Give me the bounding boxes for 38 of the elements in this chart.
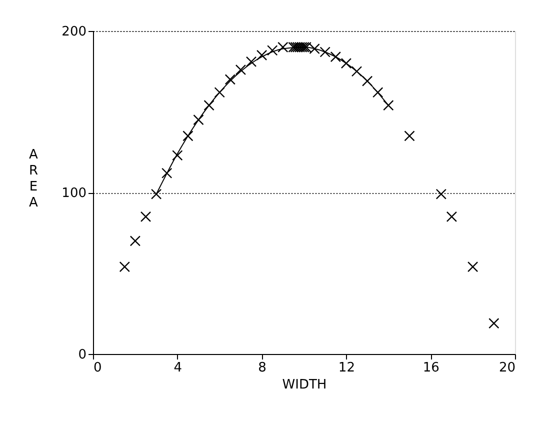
point xyxy=(340,58,352,69)
point xyxy=(404,130,415,142)
point xyxy=(467,261,478,272)
y-axis-title: AREA xyxy=(28,148,38,210)
point xyxy=(130,236,141,246)
y-tick-label: 0 xyxy=(78,348,86,362)
point xyxy=(140,211,152,222)
point xyxy=(235,64,246,76)
point xyxy=(172,150,183,161)
point xyxy=(436,188,446,200)
y-tick-label: 100 xyxy=(62,186,86,201)
y-tick-label: 200 xyxy=(62,24,86,40)
x-axis-title: WIDTH xyxy=(282,378,327,392)
point xyxy=(320,46,330,58)
point xyxy=(246,56,257,68)
point xyxy=(351,66,362,77)
x-tick-label: 0 xyxy=(94,360,102,376)
x-tick-label: 8 xyxy=(258,360,266,376)
point xyxy=(182,130,194,142)
x-tick-label: 16 xyxy=(422,360,440,376)
point xyxy=(214,87,225,98)
point xyxy=(362,76,373,86)
point xyxy=(162,168,172,178)
point xyxy=(150,188,162,200)
x-tick-label: 12 xyxy=(338,360,355,376)
point xyxy=(446,211,458,222)
point xyxy=(330,51,341,62)
point xyxy=(193,114,204,126)
point xyxy=(256,50,268,61)
x-tick-label: 4 xyxy=(174,360,182,376)
point xyxy=(372,87,384,98)
point xyxy=(267,45,278,56)
point xyxy=(204,100,214,111)
point xyxy=(224,74,236,85)
x-tick-label: 20 xyxy=(498,360,516,376)
point xyxy=(119,261,130,272)
point xyxy=(488,318,500,329)
point xyxy=(383,100,394,111)
